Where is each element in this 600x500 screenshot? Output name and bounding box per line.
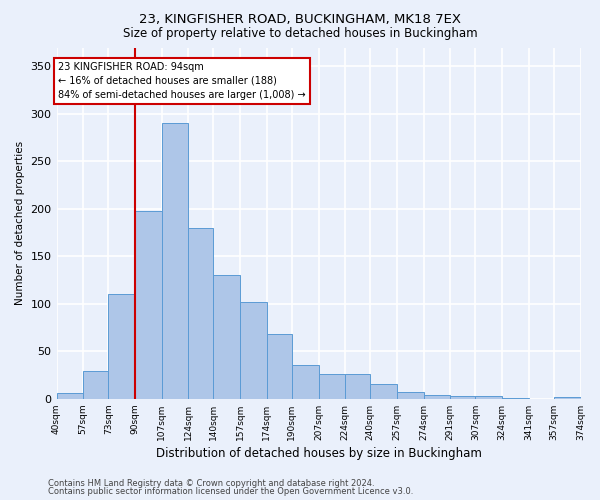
Bar <box>397 392 424 399</box>
Text: Contains public sector information licensed under the Open Government Licence v3: Contains public sector information licen… <box>48 487 413 496</box>
Bar <box>502 398 529 399</box>
Bar <box>424 395 450 399</box>
Bar <box>345 374 370 399</box>
Bar <box>267 334 292 399</box>
Bar <box>370 384 397 399</box>
Text: Contains HM Land Registry data © Crown copyright and database right 2024.: Contains HM Land Registry data © Crown c… <box>48 478 374 488</box>
Text: 23 KINGFISHER ROAD: 94sqm
← 16% of detached houses are smaller (188)
84% of semi: 23 KINGFISHER ROAD: 94sqm ← 16% of detac… <box>58 62 306 100</box>
Bar <box>319 374 345 399</box>
Y-axis label: Number of detached properties: Number of detached properties <box>15 141 25 305</box>
Bar <box>214 276 240 399</box>
Bar <box>56 393 83 399</box>
Bar <box>240 302 267 399</box>
Bar <box>475 396 502 399</box>
X-axis label: Distribution of detached houses by size in Buckingham: Distribution of detached houses by size … <box>155 447 481 460</box>
Text: 23, KINGFISHER ROAD, BUCKINGHAM, MK18 7EX: 23, KINGFISHER ROAD, BUCKINGHAM, MK18 7E… <box>139 12 461 26</box>
Bar <box>292 364 319 399</box>
Bar <box>450 396 475 399</box>
Bar <box>135 211 161 399</box>
Bar <box>554 397 581 399</box>
Bar <box>83 372 109 399</box>
Bar <box>109 294 135 399</box>
Text: Size of property relative to detached houses in Buckingham: Size of property relative to detached ho… <box>122 28 478 40</box>
Bar <box>188 228 214 399</box>
Bar <box>161 122 188 399</box>
